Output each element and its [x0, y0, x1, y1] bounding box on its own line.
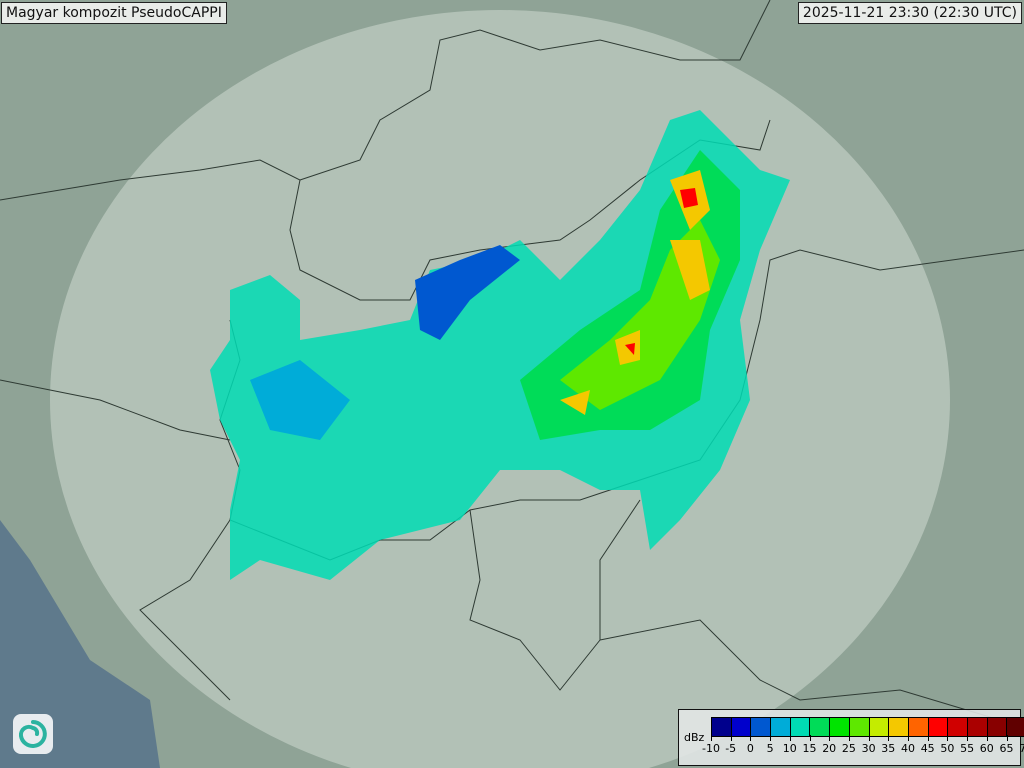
- legend-tick-label: -10: [702, 742, 720, 755]
- legend-swatch: [790, 718, 811, 736]
- legend-tick-label: 40: [901, 742, 915, 755]
- legend-tick-label: 0: [746, 742, 754, 755]
- legend-tick: [908, 735, 909, 741]
- legend-tick-label: 55: [960, 742, 975, 755]
- legend-tick: [927, 735, 929, 741]
- legend-swatch: [1007, 718, 1024, 736]
- legend-unit: dBz: [684, 731, 705, 744]
- legend-tick-label: 30: [861, 742, 876, 755]
- legend-swatch: [889, 718, 909, 736]
- legend-swatch: [928, 718, 949, 736]
- legend-swatch: [731, 718, 752, 736]
- legend-tick: [730, 735, 732, 741]
- legend-tick: [829, 735, 831, 741]
- swirl-logo-icon: [13, 714, 53, 754]
- legend-swatch: [967, 718, 988, 736]
- legend-tick-label: 70: [1019, 742, 1024, 755]
- legend-tick-label: -5: [725, 742, 737, 755]
- legend-tick: [711, 735, 712, 741]
- legend-tick-label: 15: [802, 742, 817, 755]
- legend-ticks: -10 -5 05 10 15 20 25 30 35 40 45 50 55 60 65 70: [702, 735, 1024, 763]
- dbz-legend: dBz -10 -5 05 10 15 20 25 30 35 40 45 50 55 60 65 70: [678, 709, 1024, 766]
- legend-swatch: [712, 718, 732, 736]
- legend-tick-label: 20: [822, 742, 837, 755]
- legend-tick-label: 25: [841, 742, 856, 755]
- legend-swatch: [771, 718, 791, 736]
- legend-tick: [947, 735, 949, 741]
- legend-swatch: [751, 718, 772, 736]
- legend-swatch: [849, 718, 870, 736]
- timestamp: 2025-11-21 23:30 (22:30 UTC): [797, 2, 1022, 24]
- legend-tick-label: 10: [782, 742, 797, 755]
- legend-tick: [967, 735, 969, 741]
- legend-tick: [848, 735, 850, 741]
- legend-swatch: [810, 718, 831, 736]
- legend-swatch: [948, 718, 968, 736]
- legend-tick: [986, 735, 988, 741]
- legend-tick: [868, 735, 870, 741]
- adriatic-sea: [0, 520, 160, 768]
- legend-swatch: [830, 718, 850, 736]
- map-title: Magyar kompozit PseudoCAPPI: [1, 2, 227, 24]
- legend-swatch: [987, 718, 1008, 736]
- legend-tick: [750, 735, 752, 741]
- legend-tick-label: 50: [940, 742, 955, 755]
- country-borders: [0, 0, 1024, 721]
- legend-tick-label: 45: [920, 742, 935, 755]
- legend-color-bar: [711, 717, 1024, 737]
- legend-tick: [789, 735, 791, 741]
- legend-tick-label: 65: [999, 742, 1014, 755]
- legend-tick: [809, 735, 811, 741]
- legend-tick-label: 35: [881, 742, 896, 755]
- legend-tick: [770, 735, 772, 741]
- legend-swatch: [908, 718, 929, 736]
- legend-tick-label: 60: [979, 742, 994, 755]
- legend-swatch: [869, 718, 890, 736]
- legend-tick: [888, 735, 890, 741]
- precipitation: [210, 110, 790, 580]
- legend-tick: [1006, 735, 1008, 741]
- legend-tick-label: 5: [766, 742, 774, 755]
